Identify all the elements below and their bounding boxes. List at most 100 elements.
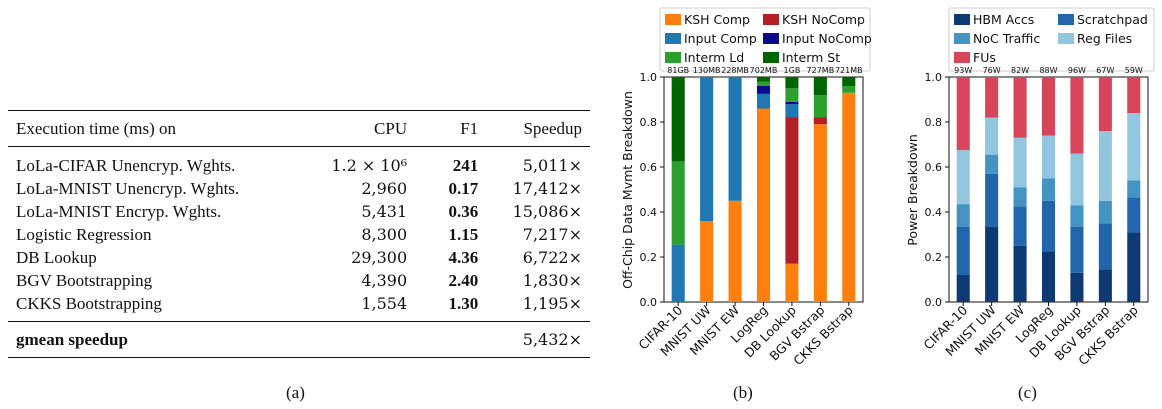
bar-segment bbox=[985, 173, 999, 227]
bar-segment bbox=[1013, 137, 1027, 188]
bar-segment bbox=[1098, 269, 1112, 302]
table-row: DB Lookup 29,300 4.36 6,722× bbox=[8, 246, 590, 269]
bar-segment bbox=[756, 77, 771, 82]
legend-swatch bbox=[954, 52, 970, 63]
table-row: LoLa-MNIST Unencryp. Wghts. 2,960 0.17 17,4… bbox=[8, 177, 590, 200]
bar-top-label: 93W bbox=[954, 66, 972, 75]
caption-a: (a) bbox=[286, 383, 305, 402]
legend-label: Reg Files bbox=[1077, 31, 1132, 46]
bar-segment bbox=[1070, 226, 1084, 273]
row-f1-time: 1.30 bbox=[448, 294, 479, 313]
y-tick-label: 0.4 bbox=[925, 206, 943, 219]
table-header-row: Execution time (ms) on CPU F1 Speedup bbox=[8, 110, 590, 147]
bar-segment bbox=[1041, 135, 1056, 179]
total-f1-empty bbox=[415, 322, 486, 358]
bar-segment bbox=[756, 81, 771, 86]
row-speedup: 1,830× bbox=[522, 271, 582, 290]
bar-segment bbox=[813, 117, 827, 125]
bar-segment bbox=[1013, 77, 1027, 138]
bar-segment bbox=[1098, 200, 1112, 224]
legend-swatch bbox=[954, 14, 970, 25]
table-row: BGV Bootstrapping 4,390 2.40 1,830× bbox=[8, 269, 590, 292]
bar-top-label: 82W bbox=[1011, 66, 1029, 75]
bar-segment bbox=[671, 161, 685, 245]
bar-top-label: 721MB bbox=[835, 66, 863, 75]
bar-segment bbox=[756, 108, 771, 302]
bar-segment bbox=[842, 77, 856, 86]
row-speedup: 17,412× bbox=[512, 179, 582, 198]
bar-segment bbox=[671, 244, 685, 302]
bar-segment bbox=[1127, 113, 1141, 181]
bar-top-label: 228MB bbox=[721, 66, 749, 75]
legend-swatch bbox=[1058, 33, 1074, 44]
legend-swatch bbox=[954, 33, 970, 44]
row-cpu-time: 5,431 bbox=[361, 202, 408, 221]
y-axis-label: Off-Chip Data Mvmt Breakdown bbox=[620, 91, 635, 289]
bar-top-label: 130MB bbox=[693, 66, 721, 75]
table-row: LoLa-CIFAR Unencryp. Wghts. 1.2 × 10⁶ 241 5… bbox=[8, 147, 590, 178]
caption-b: (b) bbox=[733, 383, 753, 402]
legend-label: KSH Comp bbox=[684, 12, 750, 27]
caption-c: (c) bbox=[1018, 383, 1037, 402]
bar-segment bbox=[985, 117, 999, 155]
row-cpu-time: 29,300 bbox=[351, 248, 408, 267]
bar-segment bbox=[1041, 251, 1056, 302]
bar-segment bbox=[1127, 77, 1141, 113]
bar-top-label: 727MB bbox=[807, 66, 835, 75]
bar-top-label: 81GB bbox=[667, 66, 689, 75]
bar-segment bbox=[1127, 197, 1141, 233]
row-name: LoLa-MNIST Encryp. Wghts. bbox=[16, 202, 222, 221]
bar-segment bbox=[728, 77, 742, 201]
bar-segment bbox=[985, 154, 999, 174]
row-speedup: 7,217× bbox=[522, 225, 582, 244]
bar-segment bbox=[728, 200, 742, 302]
legend-swatch bbox=[1058, 14, 1074, 25]
legend-label: HBM Accs bbox=[973, 12, 1034, 27]
row-name: BGV Bootstrapping bbox=[16, 271, 153, 290]
bar-segment bbox=[842, 92, 856, 302]
legend-box bbox=[948, 7, 1155, 72]
legend-swatch bbox=[763, 33, 779, 44]
bar-segment bbox=[956, 275, 970, 302]
bar-segment bbox=[1070, 77, 1084, 154]
legend-swatch bbox=[763, 14, 779, 25]
bar-segment bbox=[785, 104, 799, 118]
row-speedup: 15,086× bbox=[512, 202, 582, 221]
bar-segment bbox=[1041, 178, 1056, 201]
row-cpu-time: 1.2 × 10⁶ bbox=[331, 156, 408, 175]
bar-segment bbox=[1098, 77, 1112, 131]
legend-label: Scratchpad bbox=[1077, 12, 1148, 27]
bar-segment bbox=[1098, 223, 1112, 270]
header-f1: F1 bbox=[460, 119, 479, 138]
row-f1-time: 241 bbox=[452, 156, 479, 175]
row-speedup: 1,195× bbox=[522, 294, 582, 313]
legend-label: Interm Ld bbox=[684, 50, 744, 65]
bar-segment bbox=[1013, 187, 1027, 207]
bar-segment bbox=[700, 77, 714, 221]
row-name: DB Lookup bbox=[16, 248, 97, 267]
header-cpu: CPU bbox=[374, 119, 408, 138]
bar-top-label: 59W bbox=[1125, 66, 1143, 75]
row-name: LoLa-MNIST Unencryp. Wghts. bbox=[16, 179, 240, 198]
table-row: CKKS Bootstrapping 1,554 1.30 1,195× bbox=[8, 292, 590, 322]
row-f1-time: 2.40 bbox=[448, 271, 479, 290]
bar-top-label: 88W bbox=[1039, 66, 1057, 75]
bar-segment bbox=[1041, 77, 1056, 136]
y-tick-label: 0.4 bbox=[640, 206, 658, 219]
bar-segment bbox=[785, 88, 799, 102]
table-row: Logistic Regression 8,300 1.15 7,217× bbox=[8, 223, 590, 246]
bar-segment bbox=[1070, 153, 1084, 206]
bar-segment bbox=[1127, 180, 1141, 198]
bar-segment bbox=[1127, 232, 1141, 302]
legend-swatch bbox=[763, 52, 779, 63]
legend-label: Interm St bbox=[782, 50, 840, 65]
legend-label: Input Comp bbox=[684, 31, 757, 46]
bar-top-label: 96W bbox=[1068, 66, 1086, 75]
total-speedup: 5,432× bbox=[522, 330, 582, 349]
bar-segment bbox=[1070, 272, 1084, 302]
execution-time-table: Execution time (ms) on CPU F1 Speedup Lo… bbox=[8, 110, 590, 358]
y-tick-label: 1.0 bbox=[640, 71, 658, 84]
row-name: Logistic Regression bbox=[16, 225, 152, 244]
power-breakdown-chart: HBM Accs Scratchpad NoC Traffic Reg Files FU… bbox=[905, 7, 1155, 368]
bar-segment bbox=[1013, 206, 1027, 246]
